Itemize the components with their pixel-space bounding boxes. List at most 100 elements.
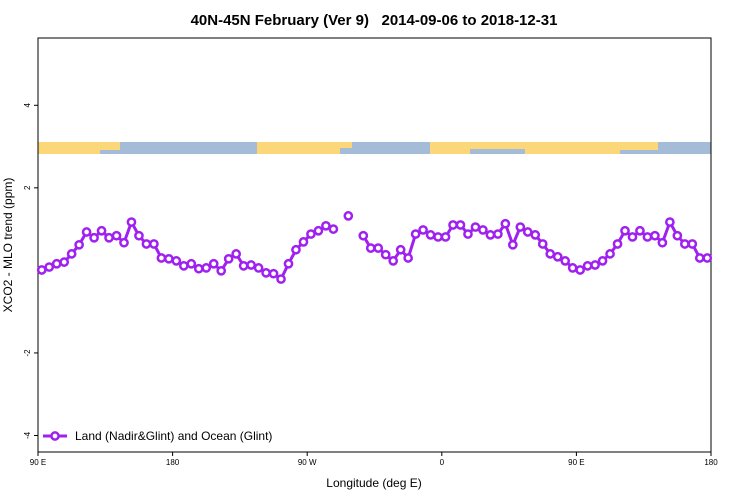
data-point (433, 232, 443, 242)
data-point (455, 220, 466, 230)
data-point (545, 249, 556, 259)
data-point (119, 237, 129, 248)
y-tick-label: -4 (23, 431, 32, 439)
data-point (635, 225, 645, 236)
data-point (425, 230, 436, 240)
data-point (500, 218, 511, 229)
data-point (343, 211, 354, 221)
data-point (672, 230, 683, 241)
x-tick-label: 90 E (568, 458, 584, 467)
data-point (507, 239, 518, 250)
data-point (485, 230, 496, 240)
x-tick-label: 180 (704, 458, 718, 467)
data-point (650, 230, 660, 241)
data-point (597, 256, 608, 266)
data-point (552, 251, 563, 262)
x-tick-label: 90 E (30, 458, 46, 467)
data-point (515, 222, 526, 232)
data-point (694, 253, 705, 263)
data-point (522, 227, 533, 237)
data-point (537, 239, 548, 249)
data-point (440, 232, 451, 242)
data-point (395, 244, 406, 255)
data-point (448, 220, 458, 230)
legend-label: Land (Nadir&Glint) and Ocean (Glint) (75, 429, 272, 443)
data-point (231, 249, 242, 259)
data-point (410, 229, 421, 239)
legend: Land (Nadir&Glint) and Ocean (Glint) (43, 429, 272, 443)
y-axis-label: XCO2 - MLO trend (ppm) (1, 178, 15, 313)
data-point (156, 253, 167, 263)
data-point (149, 239, 159, 249)
x-tick-label: 180 (166, 458, 180, 467)
data-point (253, 263, 264, 273)
data-point (246, 260, 256, 270)
data-point (291, 244, 301, 255)
data-point (575, 265, 585, 275)
data-point (478, 225, 488, 235)
data-point (193, 263, 204, 274)
data-point (81, 227, 92, 237)
data-point (126, 217, 137, 227)
data-point (642, 232, 653, 242)
data-point (560, 256, 571, 266)
data-point (164, 253, 174, 264)
data-point (216, 265, 227, 276)
x-tick-label: 90 W (298, 458, 317, 467)
data-point (111, 230, 122, 241)
data-point (388, 256, 399, 266)
data-point (403, 253, 413, 263)
data-point (283, 258, 294, 269)
data-point (687, 239, 698, 249)
data-point (223, 253, 234, 264)
data-point (702, 253, 713, 263)
x-axis-label: Longitude (deg E) (326, 476, 421, 490)
land-ocean-strip (38, 142, 711, 154)
data-point (104, 232, 114, 243)
data-point (470, 222, 481, 232)
data-point (627, 232, 638, 242)
data-point (612, 239, 623, 249)
data-point (313, 225, 324, 236)
data-point (298, 237, 309, 247)
data-point (74, 239, 84, 250)
data-point (238, 260, 249, 271)
data-point (418, 225, 428, 235)
data-point (208, 258, 219, 269)
data-point (463, 229, 473, 239)
y-tick-label: 2 (23, 185, 32, 190)
plot-frame (37, 37, 712, 453)
legend-marker (50, 431, 60, 441)
data-point (201, 263, 212, 273)
data-point (66, 249, 77, 259)
data-point (679, 239, 690, 249)
data-point (365, 243, 376, 253)
data-point (261, 268, 271, 278)
data-point (44, 262, 55, 272)
data-point (51, 258, 62, 269)
data-point (358, 230, 369, 241)
data-point (321, 220, 331, 231)
data-point (59, 257, 70, 267)
data-point (665, 217, 675, 227)
data-point (171, 256, 182, 266)
data-point (582, 260, 593, 271)
data-point (141, 239, 152, 249)
data-point (178, 260, 189, 271)
data-point (380, 249, 391, 260)
data-point (268, 268, 279, 279)
data-point (328, 224, 339, 234)
data-point (605, 249, 615, 259)
data-point (89, 232, 99, 243)
data-point (276, 274, 286, 284)
data-point (96, 225, 107, 236)
data-point (493, 229, 503, 239)
data-point (620, 225, 630, 236)
x-tick-label: 0 (440, 458, 445, 467)
data-point (134, 230, 144, 241)
data-point (530, 230, 541, 240)
data-point (306, 229, 316, 239)
data-point (36, 265, 47, 275)
data-point (590, 260, 600, 270)
